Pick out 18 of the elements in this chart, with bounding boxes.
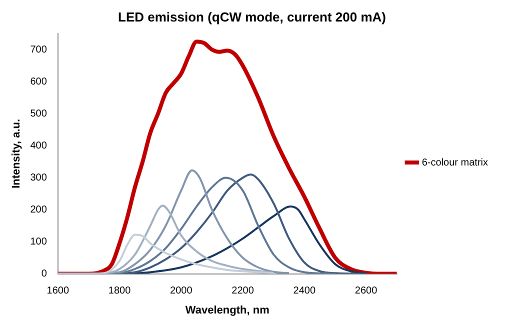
y-tick-label: 400 [30, 140, 48, 152]
y-axis-title: Intensity, a.u. [10, 118, 23, 188]
y-tick-label: 200 [30, 204, 48, 216]
x-tick-label: 1800 [108, 286, 132, 297]
y-tick-label: 0 [41, 268, 48, 280]
y-tick-label: 600 [30, 76, 48, 88]
legend-label: 6-colour matrix [422, 157, 488, 168]
x-axis-title: Wavelength, nm [185, 304, 270, 316]
y-tick-label: 700 [30, 44, 48, 56]
y-tick-label: 500 [30, 108, 48, 120]
y-tick-label: 300 [30, 172, 48, 184]
x-tick-label: 1600 [46, 286, 70, 297]
chart-title: LED emission (qCW mode, current 200 mA) [118, 9, 386, 24]
x-tick-label: 2600 [354, 286, 378, 297]
y-tick-label: 100 [30, 236, 48, 248]
x-tick-label: 2400 [293, 286, 316, 297]
x-tick-label: 2000 [170, 286, 193, 297]
x-tick-label: 2200 [232, 286, 254, 297]
